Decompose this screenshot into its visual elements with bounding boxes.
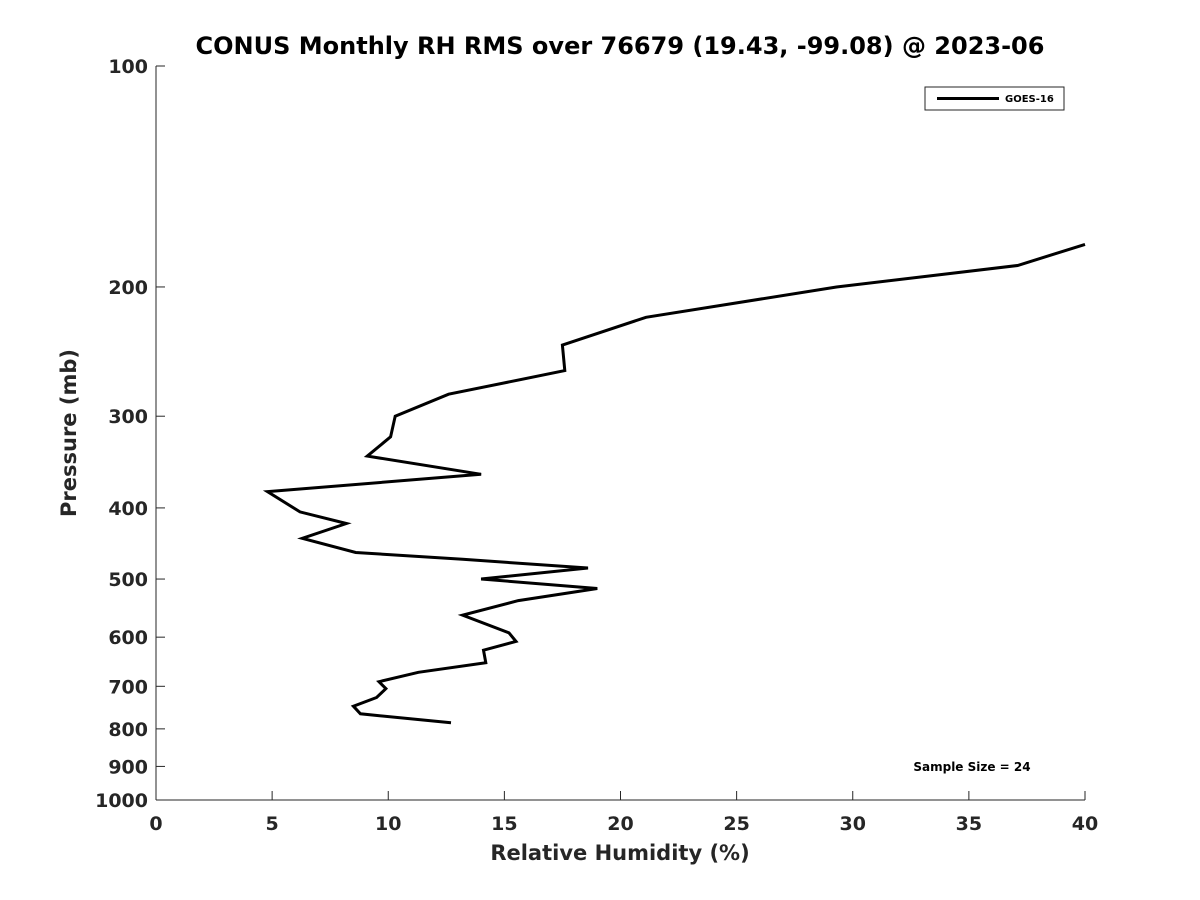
- x-tick-label: 15: [491, 813, 517, 835]
- series-layer: [262, 242, 1086, 725]
- y-axis-ticks: 100 200 300 400 500 600 700 800 900 1000: [95, 56, 165, 812]
- y-tick-label: 700: [108, 676, 148, 698]
- y-tick-label: 500: [108, 569, 148, 591]
- x-axis-label: Relative Humidity (%): [490, 841, 749, 865]
- x-tick-label: 35: [956, 813, 982, 835]
- x-tick-label: 30: [840, 813, 866, 835]
- x-tick-label: 0: [149, 813, 162, 835]
- sample-size-annotation: Sample Size = 24: [913, 760, 1030, 774]
- plot-area: [155, 66, 1085, 801]
- x-tick-label: 10: [375, 813, 401, 835]
- x-axis-ticks: 0 5 10 15 20 25 30 35 40: [149, 791, 1098, 835]
- y-axis-label: Pressure (mb): [57, 349, 81, 517]
- y-tick-label: 100: [108, 56, 148, 78]
- y-tick-label: 800: [108, 719, 148, 741]
- x-tick-label: 25: [723, 813, 749, 835]
- y-tick-label: 1000: [95, 790, 148, 812]
- chart-title: CONUS Monthly RH RMS over 76679 (19.43, …: [196, 32, 1045, 60]
- legend: GOES-16: [924, 86, 1065, 111]
- legend-label-goes-16: GOES-16: [1005, 94, 1054, 105]
- series-line-goes-16: [262, 242, 1086, 725]
- y-tick-label: 900: [108, 756, 148, 778]
- x-tick-label: 5: [266, 813, 279, 835]
- x-tick-label: 20: [607, 813, 633, 835]
- y-tick-label: 200: [108, 277, 148, 299]
- y-tick-label: 300: [108, 406, 148, 428]
- y-tick-label: 600: [108, 627, 148, 649]
- x-tick-label: 40: [1072, 813, 1098, 835]
- y-tick-label: 400: [108, 498, 148, 520]
